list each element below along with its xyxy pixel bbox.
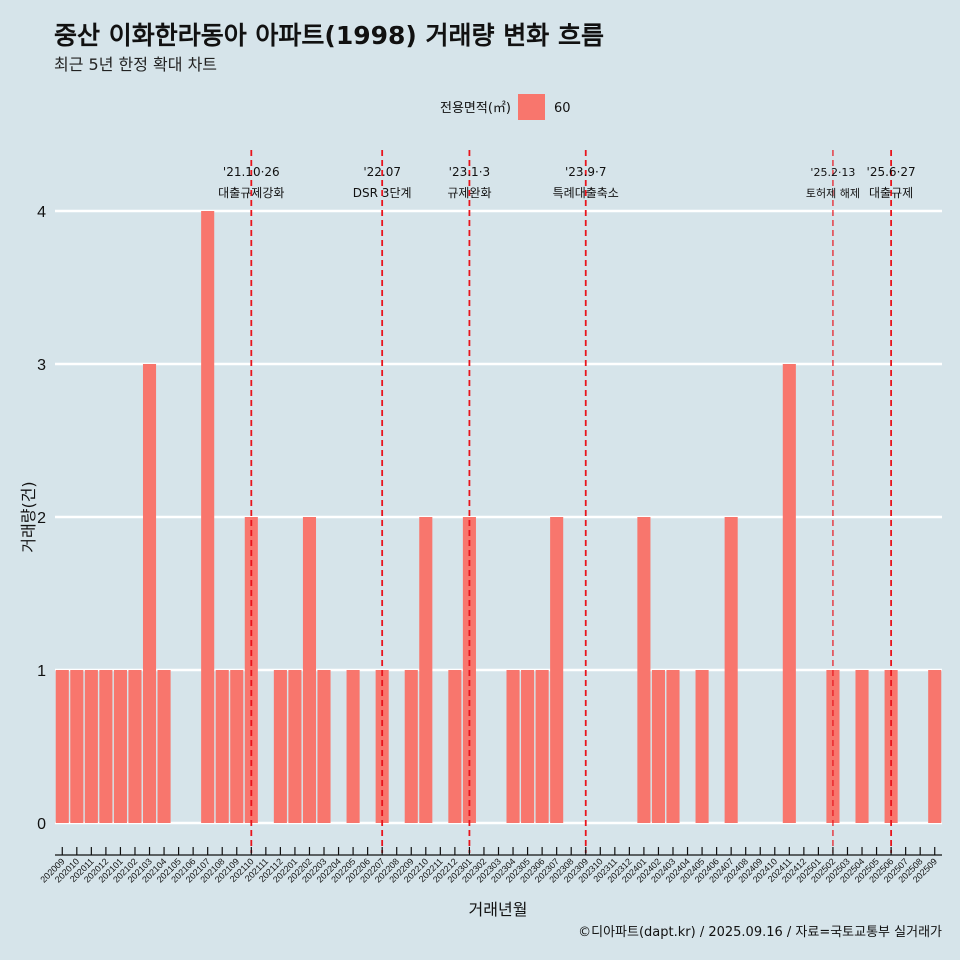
bar-202407 xyxy=(724,517,738,823)
bar-202209 xyxy=(404,670,418,823)
bar-202509 xyxy=(928,670,942,823)
bar-202305 xyxy=(521,670,535,823)
chart-title: 중산 이화한라동아 아파트(1998) 거래량 변화 흐름 xyxy=(54,21,604,50)
chart-subtitle: 최근 5년 한정 확대 차트 xyxy=(54,55,217,74)
bar-202203 xyxy=(317,670,331,823)
bar-202402 xyxy=(651,670,665,823)
caption: ©디아파트(dapt.kr) / 2025.09.16 / 자료=국토교통부 실… xyxy=(578,925,942,940)
legend-label-60: 60 xyxy=(554,101,571,116)
bar-202102 xyxy=(128,670,142,823)
bar-202502 xyxy=(826,670,840,823)
bar-202307 xyxy=(550,517,564,823)
event-date-202309: '23.9·7 xyxy=(565,165,606,179)
bar-202109 xyxy=(230,670,244,823)
bar-202304 xyxy=(506,670,520,823)
y-tick-label: 3 xyxy=(37,357,46,374)
event-date-202502: '25.2·13 xyxy=(810,166,855,179)
bar-202306 xyxy=(535,670,549,823)
bar-202403 xyxy=(666,670,680,823)
legend: 전용면적(㎡) 60 xyxy=(440,94,571,120)
bar-202101 xyxy=(113,670,127,823)
bar-202504 xyxy=(855,670,869,823)
bar-202112 xyxy=(273,670,287,823)
event-label-202309: 특례대출축소 xyxy=(553,186,619,200)
bar-202202 xyxy=(302,517,317,823)
event-date-202207: '22.07 xyxy=(363,165,401,179)
y-tick-label: 0 xyxy=(37,816,46,833)
event-label-202207: DSR 3단계 xyxy=(353,186,412,200)
y-axis-label: 거래량(건) xyxy=(19,481,38,552)
bars xyxy=(55,211,942,823)
event-lines: '21.10·26 대출규제강화 '22.07 DSR 3단계 '23.1·3 규제완화 '… xyxy=(218,150,916,853)
bar-202010 xyxy=(70,670,84,823)
event-label-202301: 규제완화 xyxy=(447,186,491,200)
bar-202210 xyxy=(419,517,433,823)
legend-title: 전용면적(㎡) xyxy=(440,101,511,116)
bar-202011 xyxy=(84,670,98,823)
bar-202212 xyxy=(448,670,462,823)
bar-202506 xyxy=(884,670,898,823)
bar-202012 xyxy=(99,670,113,823)
y-tick-labels: 0 1 2 3 4 xyxy=(37,204,46,833)
y-tick-label: 4 xyxy=(37,204,46,221)
bar-202201 xyxy=(288,670,302,823)
y-tick-label: 2 xyxy=(37,510,46,527)
event-label-202110: 대출규제강화 xyxy=(218,186,284,200)
bar-202405 xyxy=(695,670,709,823)
bar-202107 xyxy=(201,211,215,823)
y-tick-label: 1 xyxy=(37,663,46,680)
bar-202205 xyxy=(346,670,360,823)
bar-202103 xyxy=(142,364,157,823)
x-axis-label: 거래년월 xyxy=(469,900,528,919)
bar-202104 xyxy=(157,670,171,823)
legend-swatch-60 xyxy=(518,94,545,120)
bar-202401 xyxy=(637,517,651,823)
event-date-202301: '23.1·3 xyxy=(449,165,490,179)
bar-202009 xyxy=(55,670,69,823)
bar-202411 xyxy=(782,364,796,823)
event-date-202506: '25.6·27 xyxy=(867,165,916,179)
bar-202207 xyxy=(375,670,389,823)
event-label-202502: 토허제 해제 xyxy=(806,186,860,200)
event-date-202110: '21.10·26 xyxy=(223,165,280,179)
event-label-202506: 대출규제 xyxy=(869,186,913,200)
bar-202108 xyxy=(215,670,229,823)
